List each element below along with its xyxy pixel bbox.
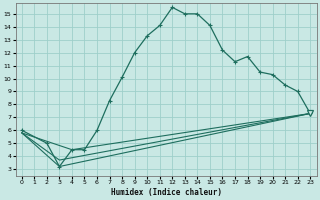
X-axis label: Humidex (Indice chaleur): Humidex (Indice chaleur)	[110, 188, 221, 197]
